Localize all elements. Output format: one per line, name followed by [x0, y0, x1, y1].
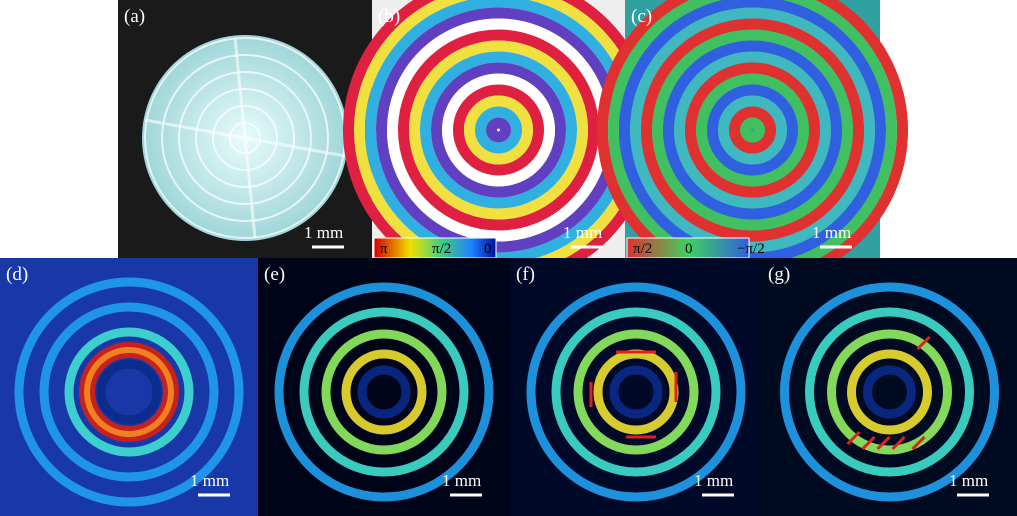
colorbar-label: π/2	[432, 241, 451, 257]
scale-bar-label: 1 mm	[304, 223, 343, 242]
panel-label: (d)	[6, 264, 28, 285]
panel: π/2 0 −π/2 (c) 1 mm	[603, 0, 903, 280]
panel: (a) 1 mm	[118, 0, 372, 260]
panel-label: (c)	[631, 6, 652, 27]
colorbar-label: π	[380, 241, 388, 257]
figure: (a) 1 mm π π/2 0 (b) 1 mm π/2 0 −π/2 (c) 1 mm (d) 1 m…	[0, 0, 1017, 516]
panel-label: (b)	[378, 6, 400, 27]
panel: (d) 1 mm	[0, 258, 258, 516]
scale-bar-label: 1 mm	[190, 471, 229, 490]
panel: (g) 1 mm	[762, 258, 1017, 516]
panel: (f) 1 mm	[510, 258, 762, 516]
panel-label: (f)	[516, 264, 535, 285]
colorbar-label: −π/2	[737, 241, 765, 257]
scale-bar-label: 1 mm	[949, 471, 988, 490]
panel-label: (g)	[768, 264, 790, 285]
scale-bar-label: 1 mm	[694, 471, 733, 490]
scale-bar-label: 1 mm	[563, 223, 602, 242]
colorbar-label: π/2	[633, 241, 652, 257]
panel-label: (e)	[264, 264, 285, 285]
colorbar-label: 0	[484, 241, 492, 257]
panel-label: (a)	[124, 6, 145, 27]
colorbar-label: 0	[685, 241, 693, 257]
scale-bar-label: 1 mm	[812, 223, 851, 242]
scale-bar-label: 1 mm	[442, 471, 481, 490]
panel: (e) 1 mm	[258, 258, 510, 516]
